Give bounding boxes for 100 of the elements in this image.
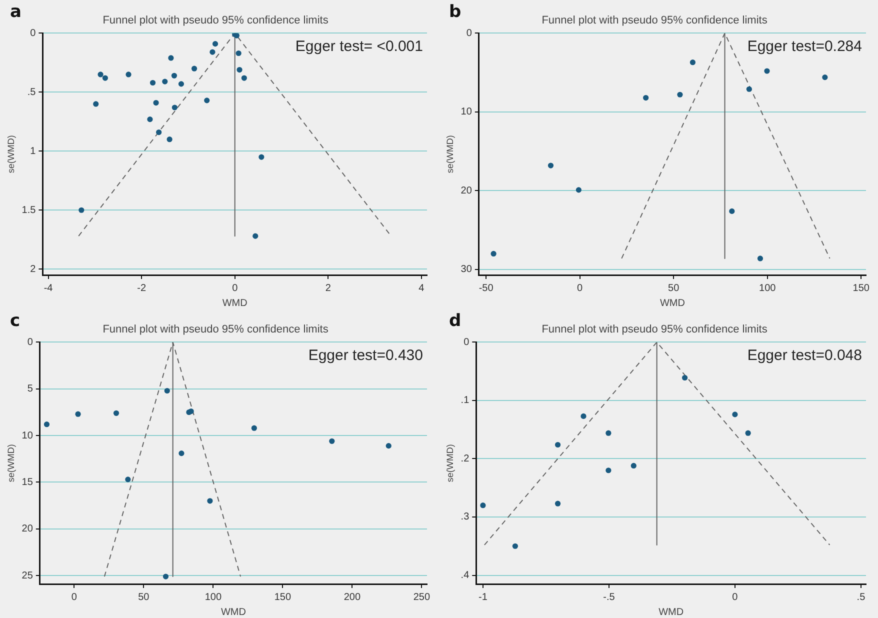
point <box>156 129 162 136</box>
y-tick-label: 2 <box>30 264 36 275</box>
point <box>93 101 99 107</box>
point <box>150 80 156 86</box>
point <box>746 86 752 92</box>
point <box>643 94 649 101</box>
point <box>258 154 264 160</box>
x-tick-label: 100 <box>759 282 776 294</box>
y-tick-label: 20 <box>22 524 34 535</box>
point <box>212 41 218 47</box>
y-tick-label: 30 <box>460 264 472 276</box>
y-axis-title: se(WMD) <box>444 444 455 482</box>
point <box>554 442 561 448</box>
y-tick-label: 0 <box>30 28 36 39</box>
y-tick-label: 10 <box>460 106 472 118</box>
point <box>102 75 108 81</box>
point <box>207 498 213 504</box>
point <box>729 208 735 214</box>
x-tick-label: 2 <box>325 282 332 294</box>
point <box>606 430 612 436</box>
y-tick-label: .1 <box>460 395 470 406</box>
y-tick-label: 20 <box>460 185 472 196</box>
y-tick-label: .2 <box>460 453 470 464</box>
point <box>126 72 132 78</box>
point <box>191 66 198 72</box>
y-axis-title: se(WMD) <box>444 135 455 174</box>
point <box>252 233 258 239</box>
point <box>178 450 184 456</box>
point <box>630 462 636 469</box>
point <box>153 100 159 106</box>
x-tick-label: 150 <box>274 592 292 603</box>
point <box>490 250 496 257</box>
x-tick-label: 200 <box>344 592 361 603</box>
text: d <box>449 311 462 331</box>
y-tick-label: .4 <box>460 570 470 582</box>
point <box>548 162 554 168</box>
y-tick-label: 1 <box>30 146 36 157</box>
point <box>764 68 770 74</box>
annotation: Egger test=0.048 <box>747 346 862 364</box>
point <box>241 75 247 81</box>
text: c <box>10 311 20 331</box>
point <box>576 187 582 193</box>
point <box>171 72 178 78</box>
x-tick-label: -.5 <box>603 592 616 603</box>
annotation: Egger test=0.430 <box>308 346 423 364</box>
point <box>162 574 169 580</box>
point <box>690 60 696 66</box>
y-axis-title: se(WMD) <box>6 135 16 174</box>
x-tick-label: 50 <box>138 592 150 603</box>
x-axis-title: WMD <box>220 606 246 618</box>
point <box>386 443 392 449</box>
point <box>210 49 216 55</box>
point <box>98 72 104 78</box>
point <box>606 468 612 474</box>
point <box>164 388 170 394</box>
x-tick-label: -4 <box>44 282 54 294</box>
chart-title: Funnel plot with pseudo 95% confidence limits <box>542 14 768 27</box>
point <box>822 74 828 80</box>
point <box>78 207 84 213</box>
y-tick-label: 10 <box>22 430 34 442</box>
point <box>236 66 242 73</box>
point <box>580 413 586 419</box>
x-tick-label: 0 <box>732 592 738 603</box>
x-tick-label: 150 <box>852 282 870 294</box>
point <box>172 104 178 110</box>
x-tick-label: 0 <box>577 282 584 294</box>
y-tick-label: .3 <box>460 512 470 523</box>
point <box>554 500 561 506</box>
point <box>329 438 335 444</box>
y-tick-label: 0 <box>464 336 470 348</box>
x-tick-label: 250 <box>413 592 430 603</box>
text: b <box>449 2 462 22</box>
x-axis-title: WMD <box>660 298 685 309</box>
point <box>251 425 257 431</box>
point <box>166 136 172 142</box>
point <box>113 410 120 416</box>
x-tick-label: -1 <box>478 592 488 603</box>
point <box>732 412 738 418</box>
y-tick-label: 1.5 <box>22 204 36 216</box>
point <box>168 55 174 61</box>
point <box>512 543 518 549</box>
x-tick-label: -50 <box>478 282 494 294</box>
point <box>677 92 683 98</box>
point <box>757 256 764 262</box>
y-tick-label: 15 <box>22 476 34 488</box>
point <box>162 78 168 84</box>
chart-title: Funnel plot with pseudo 95% confidence limits <box>102 14 329 27</box>
point <box>44 422 50 428</box>
x-tick-label: 0 <box>71 592 78 603</box>
x-tick-label: 50 <box>668 282 680 294</box>
point <box>125 476 131 482</box>
x-tick-label: 4 <box>418 282 425 294</box>
x-axis-title: WMD <box>222 298 248 309</box>
y-tick-label: 5 <box>27 384 34 395</box>
y-tick-label: .5 <box>27 86 36 98</box>
point <box>682 374 688 381</box>
chart-title: Funnel plot with pseudo 95% confidence limits <box>102 324 329 336</box>
point <box>204 98 210 104</box>
point <box>178 81 184 87</box>
point <box>75 411 81 417</box>
